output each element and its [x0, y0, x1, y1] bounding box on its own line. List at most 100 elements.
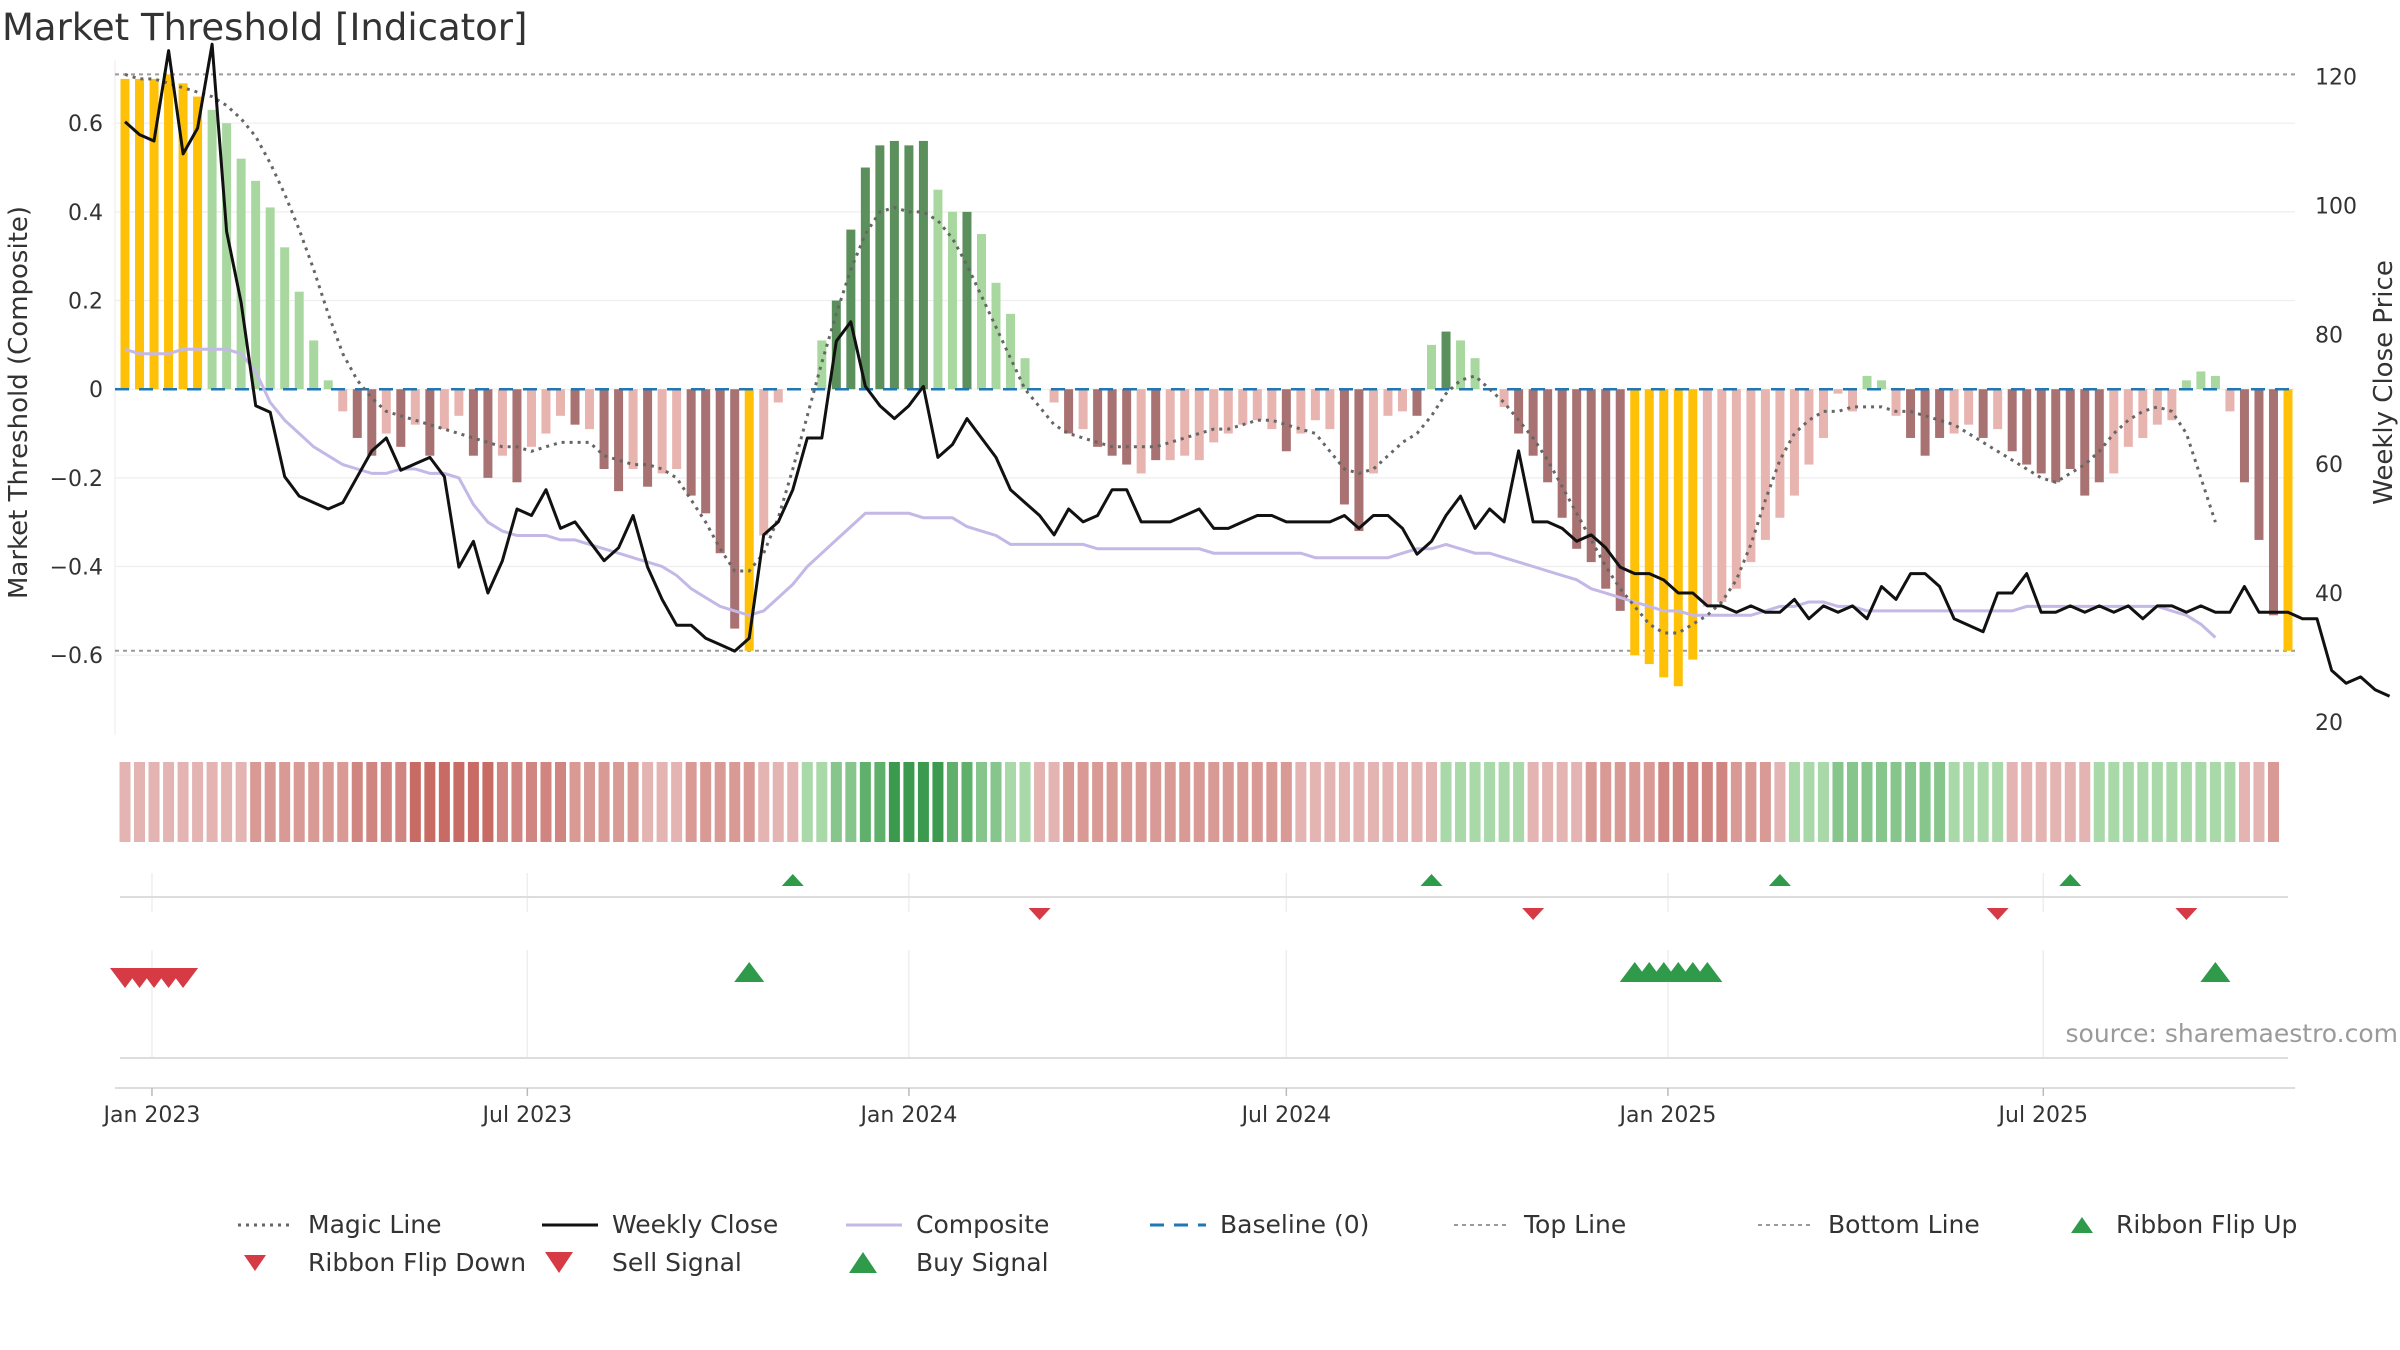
y-tick-label: 0 [89, 378, 103, 403]
composite-bar [2167, 389, 2177, 421]
composite-bar [1020, 358, 1030, 390]
ribbon-cell [1455, 762, 1467, 842]
ribbon-cell [235, 762, 247, 842]
ribbon-cell [2006, 762, 2018, 842]
legend-magic-line: Magic Line [238, 1210, 442, 1239]
thin-dotted-line-icon [1454, 1223, 1510, 1226]
composite-bar [1833, 389, 1843, 394]
ribbon-cell [1309, 762, 1321, 842]
ribbon-cell [380, 762, 392, 842]
composite-bar [1906, 389, 1916, 438]
y-tick-label: 0.4 [68, 201, 103, 226]
ribbon-cell [1266, 762, 1278, 842]
ribbon-cell [627, 762, 639, 842]
ribbon-cell [1934, 762, 1946, 842]
ribbon-cell [859, 762, 871, 842]
composite-bar [1209, 389, 1219, 443]
composite-bar [730, 389, 740, 629]
ribbon-cell [656, 762, 668, 842]
composite-bar [1368, 389, 1378, 474]
composite-bar [1644, 389, 1654, 665]
composite-bar [1151, 389, 1161, 461]
ribbon-cell [2238, 762, 2250, 842]
composite-bar [657, 389, 667, 474]
ribbon-cell [1977, 762, 1989, 842]
composite-bar [251, 180, 261, 390]
ribbon-cell [540, 762, 552, 842]
ribbon-cell [453, 762, 465, 842]
composite-bar [1122, 389, 1132, 465]
composite-bar [759, 389, 769, 536]
ribbon-cell [250, 762, 262, 842]
ribbon-cell [1005, 762, 1017, 842]
ribbon-cell [163, 762, 175, 842]
ribbon-flip-up-marker [1768, 874, 1791, 886]
y-tick-label: 0.2 [68, 290, 103, 315]
ribbon-cell [2108, 762, 2120, 842]
composite-bar [918, 140, 928, 390]
ribbon-cell [1019, 762, 1031, 842]
composite-bar [178, 83, 188, 390]
composite-bar [1383, 389, 1393, 416]
composite-bar [1325, 389, 1335, 430]
composite-bar [2094, 389, 2104, 483]
ribbon-cell [1338, 762, 1350, 842]
composite-bar [352, 389, 362, 438]
ribbon-cell [1527, 762, 1539, 842]
composite-bar [1543, 389, 1553, 483]
ribbon-cell [2050, 762, 2062, 842]
composite-bar [1267, 389, 1277, 430]
ribbon-cell [917, 762, 929, 842]
ribbon-cell [2195, 762, 2207, 842]
ribbon-cell [1643, 762, 1655, 842]
composite-bar [2152, 389, 2162, 425]
composite-bar [309, 340, 319, 390]
ribbon-cell [1629, 762, 1641, 842]
composite-bar [2065, 389, 2075, 469]
ribbon-cell [1063, 762, 1075, 842]
x-tick-label: Jul 2025 [1997, 1103, 2089, 1128]
composite-bar [1006, 313, 1016, 390]
ribbon-cell [888, 762, 900, 842]
ribbon-cell [932, 762, 944, 842]
composite-bar [1746, 389, 1756, 563]
composite-bar [410, 389, 420, 425]
buy-signal-marker [2200, 962, 2231, 982]
ribbon-cell [1846, 762, 1858, 842]
composite-bar [2007, 389, 2017, 452]
x-tick-label: Jan 2024 [858, 1103, 957, 1128]
y2-tick-label: 120 [2315, 65, 2357, 90]
composite-bar [1688, 389, 1698, 660]
buy-signal-marker [1692, 962, 1723, 982]
ribbon-cell [2137, 762, 2149, 842]
ribbon-flip-down-marker [2175, 908, 2198, 920]
ribbon-cell [1687, 762, 1699, 842]
ribbon-cell [1179, 762, 1191, 842]
ribbon-flip-down-marker [1028, 908, 1051, 920]
ribbon-cell [511, 762, 523, 842]
ribbon-cell [1803, 762, 1815, 842]
composite-bar [846, 229, 856, 390]
dashed-line-icon [1150, 1223, 1206, 1226]
composite-bar [1252, 389, 1262, 421]
composite-bar [817, 340, 827, 390]
ribbon-cell [482, 762, 494, 842]
composite-bar [497, 389, 507, 456]
ribbon-cell [1600, 762, 1612, 842]
ribbon-cell [1382, 762, 1394, 842]
ribbon-cell [337, 762, 349, 842]
composite-bar [149, 78, 159, 390]
composite-bar [193, 96, 203, 390]
composite-bar [1441, 331, 1451, 390]
ribbon-cell [2064, 762, 2076, 842]
ribbon-cell [1788, 762, 1800, 842]
ribbon-cell [1730, 762, 1742, 842]
composite-bar [541, 389, 551, 434]
composite-bar [556, 389, 566, 416]
composite-bar [1557, 389, 1567, 518]
composite-bar [904, 145, 914, 390]
ribbon-cell [2035, 762, 2047, 842]
composite-bar [1339, 389, 1349, 505]
lavender-line-icon [846, 1223, 902, 1226]
composite-bar [1165, 389, 1175, 461]
